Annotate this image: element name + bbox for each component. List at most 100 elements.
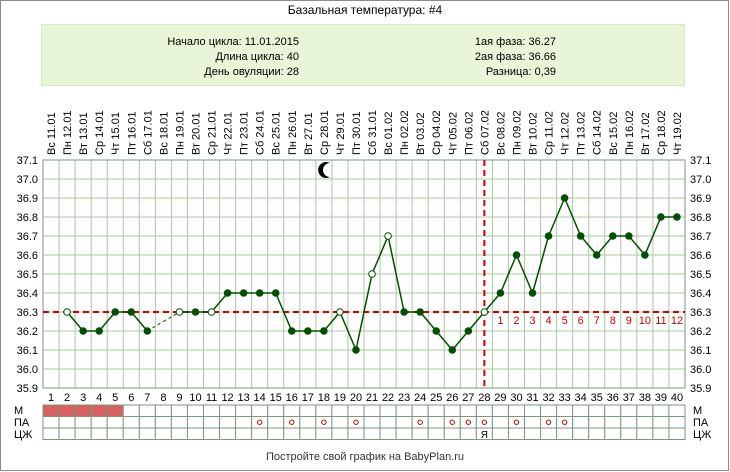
date-label: Вт 03.02 <box>415 112 427 155</box>
data-point <box>207 308 216 316</box>
date-label: Сб 24.01 <box>255 110 267 155</box>
row-cell <box>604 427 622 440</box>
footer-text: Постройте свой график на BabyPlan.ru <box>265 451 465 463</box>
row-cell <box>315 427 333 440</box>
row-cell <box>507 427 526 440</box>
row-cell <box>427 404 445 417</box>
series-segment <box>66 311 84 332</box>
post-ovulation-counter: 8 <box>610 315 616 327</box>
row-cell <box>556 427 574 440</box>
series-segment <box>547 197 566 237</box>
post-ovulation-counter: 3 <box>529 315 535 327</box>
cycle-start-label: Начало цикла: 11.01.2015 <box>167 36 299 48</box>
data-point <box>239 289 248 297</box>
row-cell <box>283 416 301 429</box>
series-segment <box>596 235 614 256</box>
y-tick-label-left: 36.0 <box>17 364 38 376</box>
date-label: Сб 14.02 <box>592 110 604 155</box>
row-cell <box>475 416 493 429</box>
data-point <box>641 251 649 259</box>
data-point <box>512 251 521 259</box>
post-ovulation-counter: 7 <box>594 315 600 327</box>
row-cell <box>106 404 124 417</box>
date-label: Вс 25.01 <box>271 112 283 155</box>
row-cell <box>411 416 429 429</box>
phase1-label: 1ая фаза: 36.27 <box>474 36 556 48</box>
series-segment <box>387 235 405 313</box>
date-label: Ср 28.01 <box>319 110 331 155</box>
data-point <box>63 308 71 316</box>
data-point <box>400 308 408 316</box>
row-cell <box>588 404 606 417</box>
data-point <box>304 327 312 335</box>
data-point <box>625 232 633 240</box>
x-tick-label: 17 <box>302 392 314 404</box>
post-ovulation-counter: 5 <box>562 315 568 327</box>
row-cell <box>411 404 429 417</box>
y-tick-label-right: 36.8 <box>690 212 711 224</box>
y-tick-label-right: 36.9 <box>690 193 711 205</box>
data-point <box>432 327 441 335</box>
date-label: Ср 14.01 <box>94 110 106 155</box>
series-segment <box>580 235 598 256</box>
row-cell <box>203 416 221 429</box>
row-cell <box>154 427 172 440</box>
date-label: Чт 22.01 <box>223 112 235 155</box>
date-label: Вт 13.01 <box>78 112 90 155</box>
date-label: Пн 26.01 <box>287 110 299 155</box>
pa-mark <box>545 419 552 425</box>
row-cell <box>331 427 349 440</box>
row-cell <box>443 404 461 417</box>
x-tick-label: 12 <box>221 392 233 404</box>
y-tick-label-right: 36.6 <box>690 250 711 262</box>
data-point <box>592 251 601 259</box>
date-label: Чт 19.02 <box>672 112 684 155</box>
x-tick-label: 14 <box>254 392 266 404</box>
post-ovulation-counter: 9 <box>626 315 632 327</box>
x-tick-label: 29 <box>494 392 506 404</box>
y-tick-label-left: 36.8 <box>17 212 38 224</box>
date-label: Вт 17.02 <box>640 112 652 155</box>
series-segment <box>467 311 485 332</box>
row-label-m-right: М <box>693 405 703 417</box>
row-cell <box>90 416 108 429</box>
series-segment <box>644 216 662 256</box>
date-label: Вс 08.02 <box>495 112 507 155</box>
data-point <box>223 289 232 297</box>
row-label-pa-right: ПА <box>693 417 709 429</box>
data-point <box>336 308 344 316</box>
data-point <box>448 346 457 354</box>
row-cell <box>299 427 317 440</box>
x-tick-label: 22 <box>382 392 394 404</box>
row-label-czh-left: ЦЖ <box>14 429 33 441</box>
data-point <box>416 308 424 316</box>
x-tick-label: 34 <box>575 392 587 404</box>
data-point <box>657 213 665 221</box>
series-segment <box>419 311 437 332</box>
row-cell <box>347 416 365 429</box>
pa-mark <box>417 419 423 425</box>
data-point <box>191 308 200 316</box>
x-tick-label: 18 <box>318 392 330 404</box>
date-label: Пн 02.02 <box>399 110 411 155</box>
row-cell <box>572 404 590 417</box>
x-tick-label: 13 <box>238 392 250 404</box>
row-cell <box>395 416 413 429</box>
data-point <box>111 308 120 316</box>
row-cell <box>106 427 124 440</box>
row-cell <box>652 416 670 429</box>
row-cell <box>459 416 477 429</box>
date-label: Сб 17.01 <box>142 110 154 155</box>
row-cell <box>154 416 172 429</box>
row-cell <box>122 404 140 417</box>
data-point <box>368 270 376 278</box>
series-segment <box>563 197 582 237</box>
row-cell <box>251 427 269 440</box>
data-point <box>544 232 553 240</box>
row-cell <box>138 404 156 417</box>
row-cell <box>427 416 445 429</box>
row-cell <box>203 427 221 440</box>
row-cell <box>347 404 365 417</box>
x-tick-label: 23 <box>398 392 410 404</box>
